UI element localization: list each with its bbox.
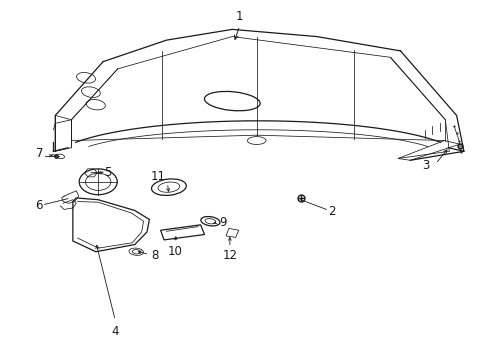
- Text: 6: 6: [36, 199, 43, 212]
- Text: 4: 4: [111, 324, 119, 338]
- Text: 11: 11: [150, 170, 165, 183]
- Text: 1: 1: [235, 10, 243, 23]
- Text: 12: 12: [222, 249, 237, 262]
- Text: 7: 7: [36, 147, 43, 159]
- Text: 8: 8: [151, 249, 158, 262]
- Text: 10: 10: [167, 245, 183, 258]
- Text: 9: 9: [219, 216, 226, 229]
- Text: 2: 2: [328, 205, 335, 218]
- Text: 3: 3: [422, 159, 429, 172]
- Text: 5: 5: [104, 166, 111, 179]
